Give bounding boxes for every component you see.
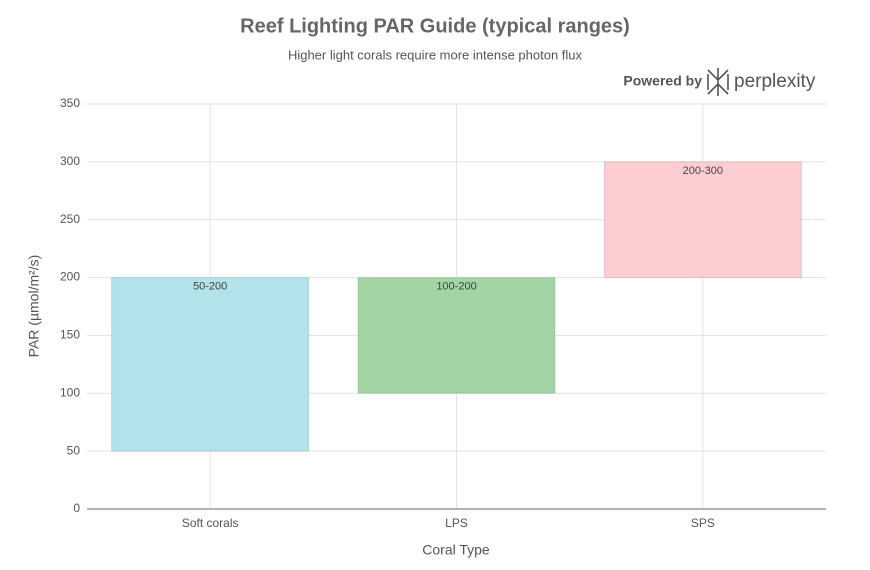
y-axis-label: PAR (µmol/m²/s)	[26, 255, 42, 358]
brand-logo	[707, 68, 729, 96]
y-tick-label: 250	[60, 212, 80, 226]
bar	[357, 277, 556, 394]
x-tick-label: SPS	[691, 516, 715, 530]
y-tick-label: 50	[67, 443, 81, 457]
y-tick-label: 350	[60, 96, 80, 110]
value-label: 50-200	[193, 280, 227, 292]
y-tick-label: 200	[60, 270, 80, 284]
bar	[111, 277, 310, 452]
chart-title: Reef Lighting PAR Guide (typical ranges)	[240, 15, 630, 37]
y-tick-label: 150	[60, 328, 80, 342]
bar	[603, 161, 802, 279]
y-tick-label: 0	[73, 501, 80, 515]
x-tick-label: LPS	[445, 516, 468, 530]
branding: Powered by	[623, 73, 702, 89]
value-label: 100-200	[436, 280, 476, 292]
y-tick-label: 300	[60, 154, 80, 168]
y-tick-label: 100	[60, 385, 80, 399]
x-tick-label: Soft corals	[182, 516, 239, 530]
chart-subtitle: Higher light corals require more intense…	[288, 47, 583, 62]
value-label: 200-300	[683, 165, 723, 177]
x-axis-label: Coral Type	[422, 542, 490, 558]
brand-name: perplexity	[734, 71, 816, 92]
